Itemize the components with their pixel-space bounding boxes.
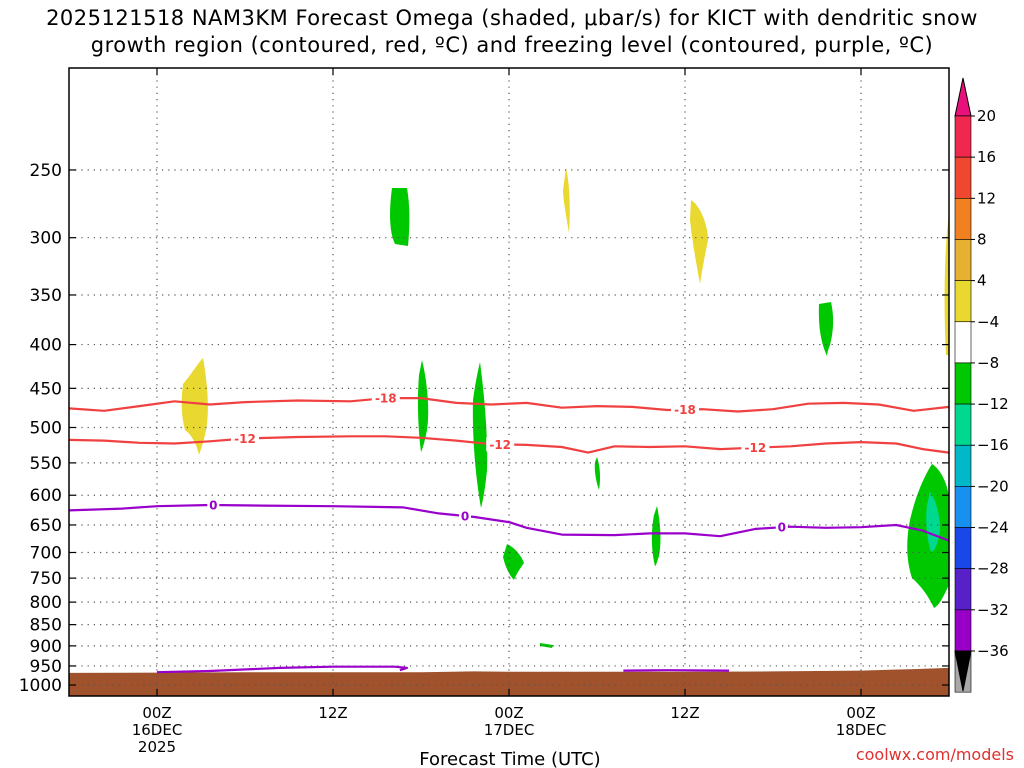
contour-label-zero: 0: [778, 521, 786, 535]
plot-area: [69, 68, 949, 696]
colorbar-label: −4: [977, 313, 999, 331]
contour-label-minus12: -12: [745, 441, 767, 455]
x-axis-title: Forecast Time (UTC): [419, 749, 600, 768]
contour-label-bg: [671, 402, 699, 417]
contour-zero_surface_1: [156, 665, 408, 674]
x-tick-label: 18DEC: [836, 721, 887, 739]
contour-label-zero: 0: [209, 499, 217, 513]
contour-label-minus18: -18: [375, 392, 397, 406]
y-tick-label: 850: [30, 616, 62, 636]
y-tick-label: 700: [30, 544, 62, 564]
colorbar-swatch: [954, 568, 972, 611]
omega-area-green-5: [503, 544, 524, 580]
y-tick-label: 350: [30, 286, 62, 306]
y-tick-label: 450: [30, 379, 62, 399]
contour-zero: [68, 503, 950, 542]
colorbar-swatch: [954, 280, 972, 323]
y-tick-label: 1000: [19, 676, 62, 696]
colorbar-swatch: [954, 486, 972, 528]
y-tick-label: 400: [30, 336, 62, 356]
x-tick-label: 17DEC: [484, 721, 535, 739]
omega-area-yellow-2: [563, 168, 570, 233]
colorbar-label: −36: [977, 642, 1009, 660]
colorbar-label: 4: [977, 272, 987, 290]
y-tick-label: 650: [30, 516, 62, 536]
y-tick-label: 500: [30, 418, 62, 438]
y-tick-label: 800: [30, 593, 62, 613]
omega-area-green-6: [651, 506, 661, 566]
colorbar-label: −12: [977, 395, 1009, 413]
colorbar-swatch: [954, 362, 972, 405]
source-credit: coolwx.com/models: [856, 745, 1014, 764]
colorbar-label: 8: [977, 230, 987, 248]
contour-label-bg: [207, 498, 220, 513]
contour-minus18: [68, 397, 950, 413]
contours: -18 -18 -12 -12 -12 0 0 0: [68, 391, 950, 674]
x-tick-label: 00Z: [494, 704, 523, 722]
x-tick-label: 12Z: [670, 704, 699, 722]
y-tick-label: 250: [30, 161, 62, 181]
colorbar-label: −32: [977, 601, 1009, 619]
colorbar-top-arrow: [954, 77, 972, 117]
chart-title-line-2: growth region (contoured, red, ºC) and f…: [90, 33, 934, 57]
colorbar: 20 16 12 8 4 −4 −8 −12 −16 −20 −24 −28 −32 −36: [954, 77, 1009, 693]
omega-area-green-4: [594, 457, 601, 490]
colorbar-swatch: [954, 403, 972, 446]
contour-label-bg: [231, 431, 259, 446]
contour-label-minus18: -18: [674, 403, 696, 417]
contour-minus12: [68, 435, 950, 454]
x-tick-label: 00Z: [142, 704, 171, 722]
colorbar-label: −8: [977, 354, 999, 372]
colorbar-swatch: [954, 609, 972, 652]
colorbar-bottom-arrow: [954, 650, 972, 692]
omega-area-green-3: [472, 362, 488, 508]
y-tick-label: 600: [30, 486, 62, 506]
chart-title-line-1: 2025121518 NAM3KM Forecast Omega (shaded…: [46, 6, 978, 30]
y-tick-label: 950: [30, 657, 62, 677]
colorbar-label: −24: [977, 519, 1009, 537]
omega-area-green-2: [417, 360, 429, 452]
omega-area-yellow-3: [690, 200, 708, 284]
contour-label-zero: 0: [461, 510, 469, 524]
x-tick-label: 00Z: [846, 704, 875, 722]
colorbar-swatch: [954, 239, 972, 281]
y-axis: 2503003504004505005506006507007508008509…: [19, 161, 949, 696]
colorbar-swatch: [954, 198, 972, 240]
colorbar-swatch: [954, 115, 972, 158]
y-tick-label: 750: [30, 569, 62, 589]
x-tick-label: 2025: [138, 738, 176, 756]
colorbar-label: 20: [977, 107, 996, 125]
colorbar-swatch: [954, 444, 972, 487]
contour-label-bg: [371, 391, 400, 406]
contour-label-bg: [775, 520, 788, 535]
colorbar-swatch: [954, 321, 972, 364]
omega-area-yellow-1: [181, 358, 208, 455]
omega-area-green-7: [818, 302, 834, 356]
colorbar-swatch: [954, 527, 972, 569]
y-tick-label: 550: [30, 454, 62, 474]
y-tick-label: 300: [30, 229, 62, 249]
colorbar-swatch: [954, 156, 972, 199]
x-tick-label: 12Z: [318, 704, 347, 722]
colorbar-label: −28: [977, 560, 1009, 578]
contour-label-minus12: -12: [234, 432, 256, 446]
colorbar-label: −20: [977, 477, 1009, 495]
omega-area-yellow-4: [944, 215, 949, 355]
y-tick-label: 900: [30, 637, 62, 657]
contour-label-minus12: -12: [489, 438, 511, 452]
contour-label-bg: [459, 509, 471, 524]
colorbar-label: −16: [977, 436, 1009, 454]
omega-shading: [181, 168, 949, 648]
colorbar-label: 12: [977, 189, 996, 207]
contour-label-bg: [486, 437, 515, 452]
colorbar-label: 16: [977, 148, 996, 166]
contour-label-bg: [741, 440, 770, 455]
omega-area-green-1: [390, 188, 410, 246]
x-tick-label: 16DEC: [132, 721, 183, 739]
